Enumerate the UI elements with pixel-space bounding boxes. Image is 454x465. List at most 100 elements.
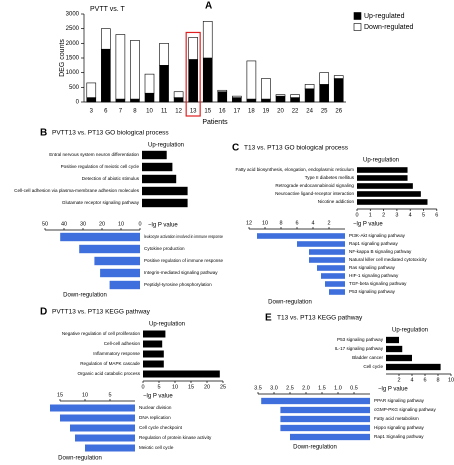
down-bar bbox=[109, 280, 140, 290]
up-bar bbox=[357, 183, 413, 189]
down-label: Down-regulation bbox=[293, 445, 337, 451]
x-axis-title: Patients bbox=[202, 119, 228, 126]
up-term: Positive regulation of meiotic cell cycl… bbox=[61, 164, 140, 169]
up-label: Up-regulation bbox=[148, 143, 184, 149]
bar-segment bbox=[304, 88, 315, 103]
up-bar bbox=[143, 340, 163, 348]
x-axis-title: −lg P value bbox=[143, 394, 173, 400]
bar-segment bbox=[275, 95, 286, 103]
up-bar bbox=[143, 370, 220, 378]
bar-segment bbox=[144, 73, 155, 94]
x-tick-label: 3 bbox=[90, 109, 94, 115]
panel-letter: C bbox=[232, 143, 239, 154]
down-term: PPAR signaling pathway bbox=[374, 398, 425, 403]
down-tick-label: 10 bbox=[82, 392, 88, 398]
down-term: Natural killer cell mediated cytotoxicit… bbox=[349, 257, 427, 262]
down-tick-label: 2.0 bbox=[302, 385, 310, 391]
up-label: Up-regulation bbox=[149, 322, 185, 328]
up-term: Regulation of MAPK cascade bbox=[80, 361, 140, 366]
down-tick-label: 15 bbox=[57, 392, 63, 398]
y-axis-title: DEG counts bbox=[59, 39, 66, 77]
down-bar bbox=[290, 433, 370, 441]
down-tick-label: 8 bbox=[279, 220, 282, 226]
panel-title: T13 vs. PT13 GO biological process bbox=[244, 145, 349, 152]
up-tick-label: 4 bbox=[410, 377, 413, 383]
down-bar bbox=[70, 424, 135, 432]
up-bar bbox=[357, 191, 421, 197]
down-tick-label: 2 bbox=[327, 220, 330, 226]
legend-swatch bbox=[353, 23, 362, 31]
panel-letter: B bbox=[40, 128, 47, 139]
x-tick-label: 26 bbox=[335, 109, 342, 115]
down-tick-label: 12 bbox=[246, 220, 252, 226]
down-term: PI3K-Akt signaling pathway bbox=[349, 233, 406, 238]
down-bar bbox=[309, 249, 345, 255]
bar-segment bbox=[261, 78, 271, 100]
up-bar bbox=[357, 167, 408, 173]
legend-label: Up-regulated bbox=[364, 13, 405, 20]
down-bar bbox=[257, 233, 345, 239]
panel-title: PVTT13 vs. PT13 GO biological process bbox=[52, 130, 169, 137]
up-term: Neuroactive ligand-receptor interaction bbox=[275, 191, 354, 196]
bar-segment bbox=[246, 60, 257, 100]
down-label: Down-regulation bbox=[58, 456, 102, 462]
down-term: Cytokine production bbox=[144, 246, 185, 251]
x-tick-label: 7 bbox=[119, 109, 123, 115]
down-bar bbox=[60, 414, 135, 422]
y-tick-label: 0 bbox=[76, 100, 80, 106]
down-term: Rap1 Signaling pathway bbox=[374, 434, 424, 439]
x-tick-label: 12 bbox=[175, 109, 182, 115]
x-tick-label: 24 bbox=[306, 109, 313, 115]
up-term: Glutamate receptor signaling pathway bbox=[62, 200, 140, 205]
down-tick-label: 0.5 bbox=[350, 385, 358, 391]
x-tick-label: 22 bbox=[292, 109, 299, 115]
up-tick-label: 20 bbox=[204, 384, 210, 390]
x-tick-label: 18 bbox=[248, 109, 255, 115]
down-bar bbox=[79, 244, 140, 254]
down-bar bbox=[297, 241, 345, 247]
bar-segment bbox=[290, 97, 300, 103]
up-tick-label: 5 bbox=[157, 384, 160, 390]
up-tick-label: 10 bbox=[448, 377, 454, 383]
down-term: Positive regulation of immune response bbox=[144, 258, 223, 263]
y-tick-label: 1000 bbox=[66, 70, 80, 76]
down-term: P53 signaling pathway bbox=[349, 289, 396, 294]
up-term: Retrograde endocannabinoid signaling bbox=[275, 183, 354, 188]
bar-segment bbox=[144, 92, 155, 103]
x-tick-label: 10 bbox=[146, 109, 153, 115]
down-bar bbox=[321, 273, 345, 279]
down-tick-label: 5 bbox=[108, 392, 111, 398]
up-tick-label: 2 bbox=[397, 377, 400, 383]
down-tick-label: 3.0 bbox=[270, 385, 278, 391]
bar-segment bbox=[115, 98, 126, 103]
up-bar bbox=[142, 186, 188, 196]
x-tick-label: 6 bbox=[104, 109, 108, 115]
bar-segment bbox=[159, 65, 169, 103]
down-term: NF-kappa B signaling pathway bbox=[349, 249, 412, 254]
down-term: Meiotic cell cycle bbox=[139, 445, 174, 450]
up-bar bbox=[142, 198, 188, 208]
down-tick-label: 40 bbox=[61, 221, 67, 227]
panel-title: T13 vs. PT13 KEGG pathway bbox=[277, 315, 363, 322]
up-tick-label: 0 bbox=[355, 212, 358, 218]
down-bar bbox=[280, 406, 370, 414]
up-term: Inflammatory response bbox=[93, 351, 140, 356]
bar-segment bbox=[217, 89, 228, 93]
x-axis-title: −lg P value bbox=[353, 222, 383, 228]
highlight-box bbox=[185, 31, 201, 117]
down-bar bbox=[60, 232, 141, 242]
x-tick-label: 13 bbox=[190, 109, 197, 115]
bar-segment bbox=[159, 43, 169, 66]
up-bar bbox=[357, 199, 428, 205]
down-bar bbox=[100, 268, 140, 278]
down-label: Down-regulation bbox=[268, 300, 312, 306]
down-term: Hippo signaling pathway bbox=[374, 425, 425, 430]
up-bar bbox=[142, 150, 167, 160]
x-tick-label: 19 bbox=[263, 109, 270, 115]
down-tick-label: 4 bbox=[311, 220, 314, 226]
legend-swatch bbox=[353, 12, 362, 20]
up-tick-label: 8 bbox=[436, 377, 439, 383]
down-tick-label: 50 bbox=[42, 221, 48, 227]
legend-label: Down-regulated bbox=[364, 24, 414, 31]
chart-title: PVTT vs. T bbox=[90, 6, 125, 13]
